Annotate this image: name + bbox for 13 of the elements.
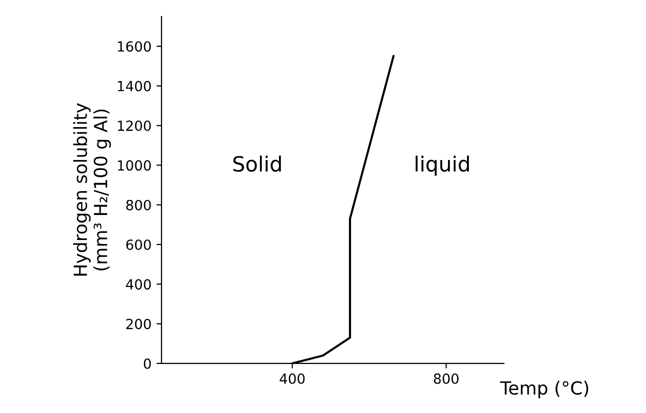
x-axis-title: Temp (°C)	[500, 380, 588, 398]
y-axis-title: Hydrogen solubility (mm³ H₂/100 g Al)	[73, 103, 111, 276]
y-tick-label: 1600	[118, 41, 151, 52]
y-tick-label: 1400	[118, 80, 151, 92]
y-tick-label: 400	[126, 279, 151, 290]
annotation: Solid	[233, 156, 281, 172]
y-tick-label: 1200	[118, 120, 151, 132]
y-tick-label: 800	[126, 200, 151, 210]
y-tick-label: 600	[126, 239, 151, 250]
y-tick-label: 1000	[118, 160, 151, 171]
y-tick-label: 0	[144, 358, 151, 369]
annotation: liquid	[416, 156, 469, 176]
y-tick-label: 200	[126, 318, 151, 330]
